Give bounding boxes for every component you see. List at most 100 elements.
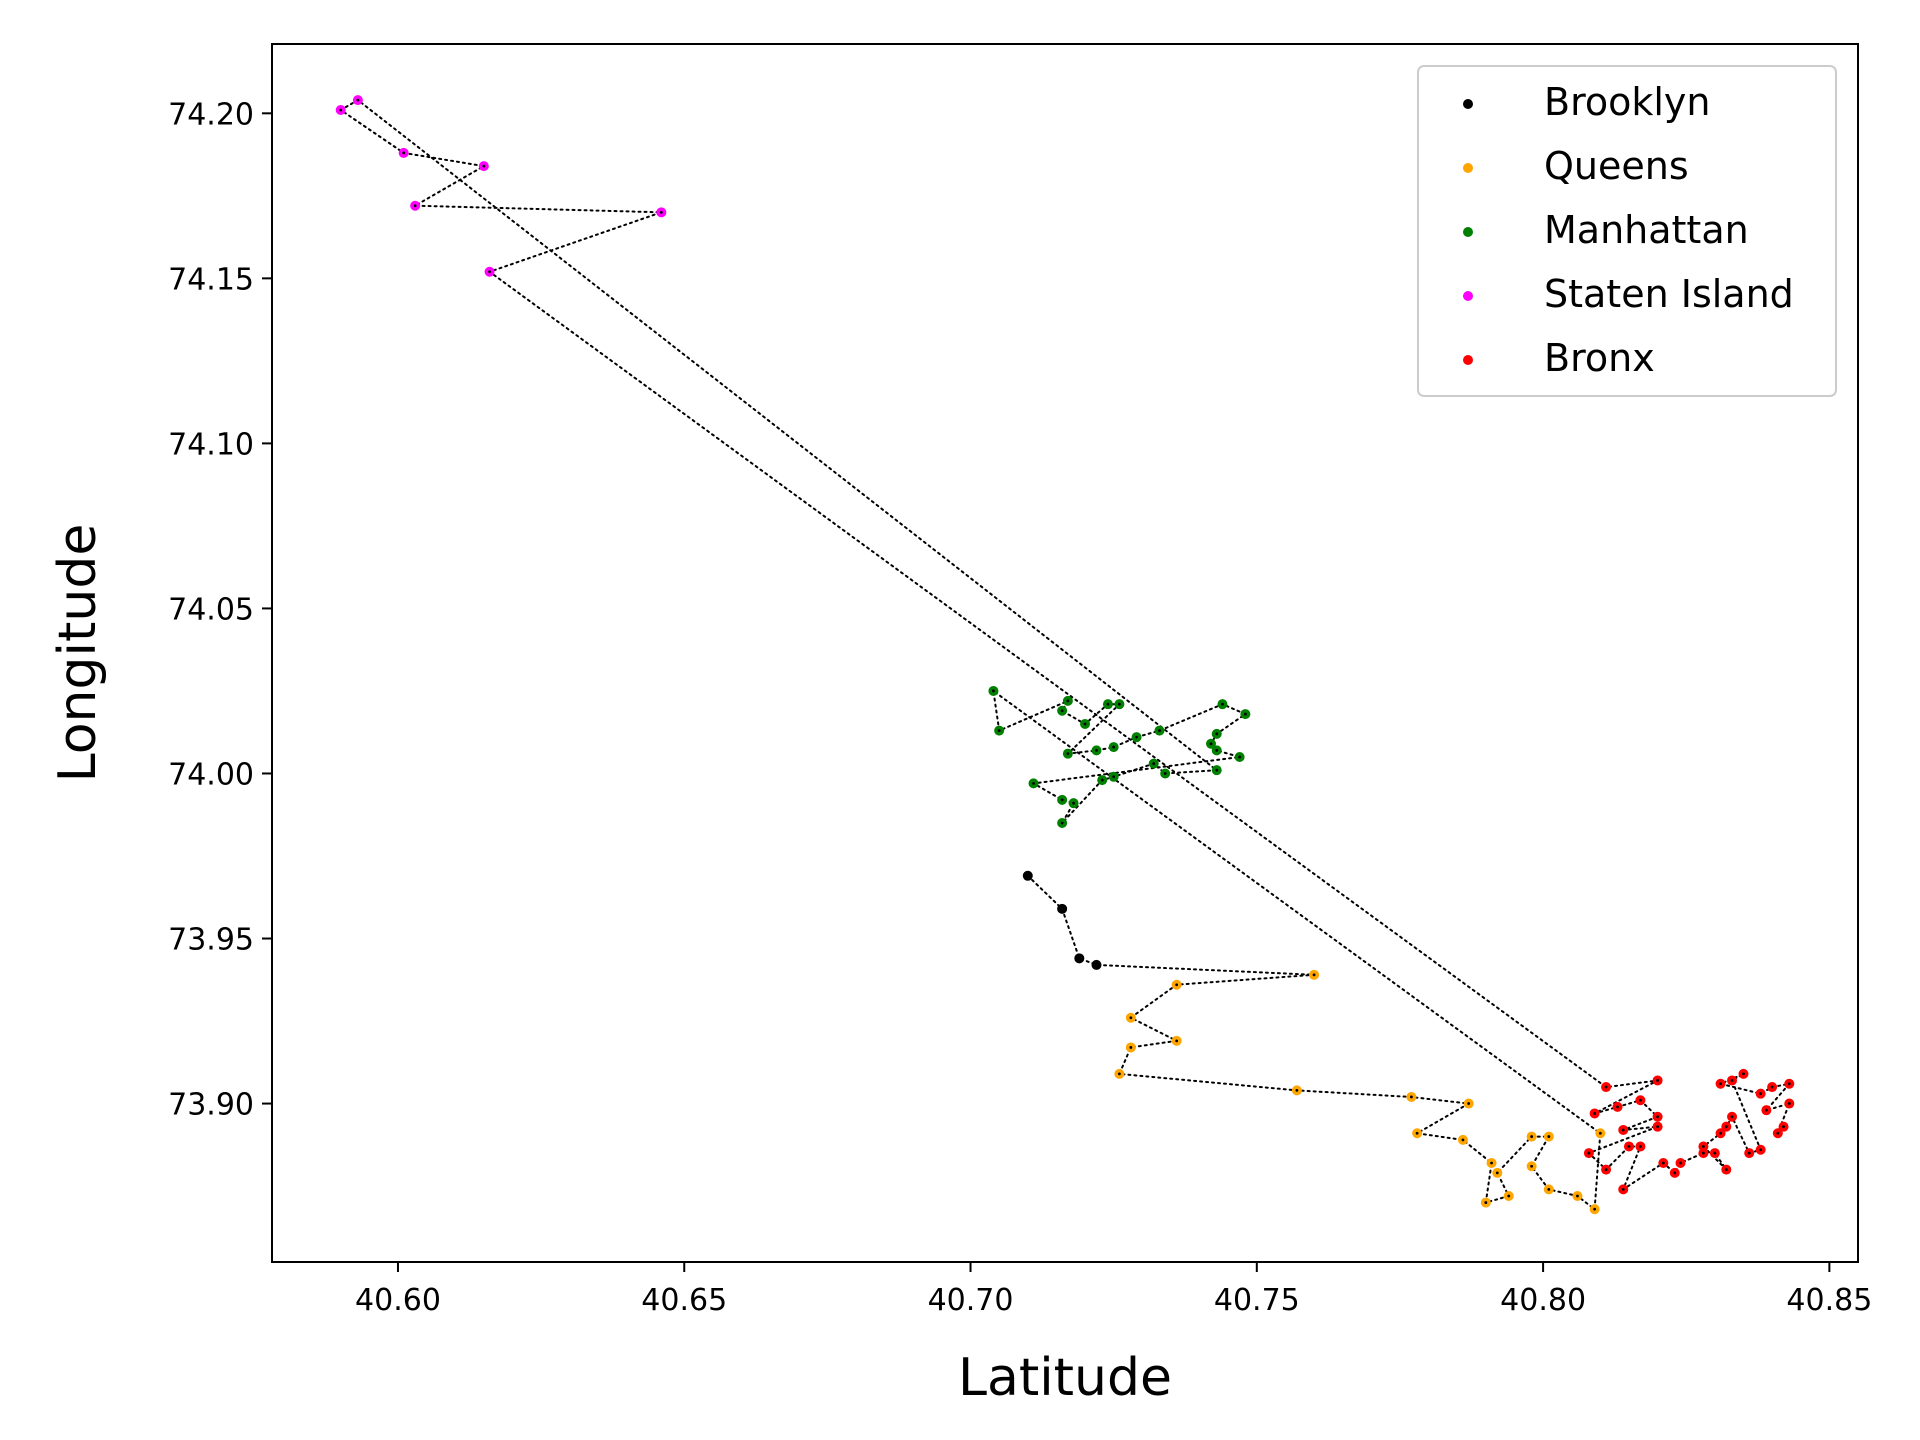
y-tick-label: 74.20 bbox=[168, 97, 254, 132]
point-center-mark bbox=[1616, 1105, 1619, 1109]
legend-marker-queens bbox=[1463, 163, 1473, 173]
point-center-mark bbox=[1467, 1102, 1471, 1105]
point-center-mark bbox=[1135, 735, 1138, 739]
legend-label-staten-island: Staten Island bbox=[1544, 272, 1794, 316]
legend-label-queens: Queens bbox=[1544, 144, 1689, 188]
x-tick-label: 40.85 bbox=[1786, 1283, 1872, 1318]
legend-label-manhattan: Manhattan bbox=[1544, 208, 1749, 252]
y-tick-label: 74.10 bbox=[168, 427, 254, 462]
y-tick-label: 73.90 bbox=[168, 1088, 254, 1123]
point-center-mark bbox=[1215, 732, 1219, 736]
y-tick-label: 74.15 bbox=[168, 262, 254, 297]
point-center-mark bbox=[1764, 1108, 1768, 1112]
point-center-mark bbox=[1163, 772, 1167, 775]
point-center-mark bbox=[356, 98, 360, 102]
point-center-mark bbox=[659, 210, 663, 214]
point-center-mark bbox=[1507, 1194, 1511, 1198]
point-center-mark bbox=[1661, 1161, 1665, 1165]
point-center-mark bbox=[1719, 1131, 1722, 1135]
point-center-mark bbox=[1639, 1145, 1642, 1148]
point-center-mark bbox=[1238, 755, 1242, 759]
point-center-mark bbox=[1702, 1151, 1705, 1155]
plot-frame bbox=[271, 43, 1859, 1263]
point-center-mark bbox=[1787, 1102, 1791, 1105]
point-center-mark bbox=[1095, 963, 1098, 967]
x-tick-label: 40.70 bbox=[928, 1283, 1014, 1318]
point-center-mark bbox=[1742, 1072, 1745, 1076]
point-center-mark bbox=[1175, 983, 1179, 987]
point-center-mark bbox=[997, 729, 1001, 732]
point-center-mark bbox=[1719, 1082, 1722, 1086]
legend-marker-staten-island bbox=[1463, 291, 1473, 301]
legend-marker-manhattan bbox=[1463, 227, 1473, 237]
point-center-mark bbox=[1724, 1125, 1728, 1129]
point-center-mark bbox=[1627, 1145, 1631, 1148]
point-center-mark bbox=[1604, 1085, 1608, 1089]
point-center-mark bbox=[1066, 699, 1070, 703]
point-center-mark bbox=[992, 689, 995, 693]
point-center-mark bbox=[1117, 1072, 1121, 1076]
route-lines bbox=[338, 98, 1792, 1212]
point-center-mark bbox=[1759, 1092, 1763, 1096]
point-center-mark bbox=[1060, 709, 1064, 713]
point-center-mark bbox=[1209, 742, 1213, 746]
point-center-mark bbox=[1576, 1194, 1579, 1198]
point-center-mark bbox=[1730, 1115, 1734, 1119]
point-center-mark bbox=[1621, 1187, 1625, 1191]
x-tick-label: 40.60 bbox=[355, 1283, 441, 1318]
y-tick-label: 74.05 bbox=[168, 592, 254, 627]
point-center-mark bbox=[1770, 1085, 1774, 1089]
point-center-mark bbox=[1410, 1095, 1413, 1099]
point-center-mark bbox=[1621, 1128, 1625, 1132]
point-center-mark bbox=[1787, 1082, 1791, 1086]
y-axis-title: Longitude bbox=[48, 524, 108, 783]
point-center-mark bbox=[1530, 1135, 1534, 1138]
point-center-mark bbox=[1461, 1138, 1465, 1142]
y-tick-label: 73.95 bbox=[168, 923, 254, 958]
point-center-mark bbox=[1776, 1131, 1780, 1135]
point-center-mark bbox=[1547, 1135, 1551, 1138]
point-center-mark bbox=[488, 270, 491, 274]
point-center-mark bbox=[1100, 778, 1104, 782]
point-center-mark bbox=[1713, 1151, 1717, 1155]
point-center-mark bbox=[1026, 874, 1030, 878]
point-center-mark bbox=[1215, 748, 1219, 752]
point-center-mark bbox=[1175, 1039, 1179, 1043]
point-center-mark bbox=[1221, 702, 1224, 706]
point-center-mark bbox=[1656, 1125, 1660, 1129]
point-center-mark bbox=[1759, 1148, 1763, 1152]
point-center-mark bbox=[1679, 1161, 1682, 1165]
point-center-mark bbox=[1060, 907, 1064, 911]
point-center-mark bbox=[1095, 748, 1098, 752]
point-center-mark bbox=[1484, 1201, 1488, 1204]
point-center-mark bbox=[1083, 722, 1087, 726]
legend-marker-bronx bbox=[1463, 355, 1473, 365]
point-center-mark bbox=[1639, 1098, 1642, 1102]
point-center-mark bbox=[482, 164, 486, 168]
point-center-mark bbox=[1747, 1151, 1751, 1155]
point-center-mark bbox=[1215, 768, 1219, 772]
point-center-mark bbox=[1060, 821, 1064, 825]
point-center-mark bbox=[1312, 973, 1316, 977]
legend-box bbox=[1417, 65, 1837, 397]
data-points bbox=[335, 95, 1795, 1215]
legend: Brooklyn Queens Manhattan Staten Island Bron… bbox=[1417, 65, 1837, 397]
point-center-mark bbox=[1106, 702, 1110, 706]
point-center-mark bbox=[1656, 1079, 1660, 1082]
point-center-mark bbox=[1782, 1125, 1785, 1129]
route-line bbox=[338, 98, 1792, 1212]
point-center-mark bbox=[1072, 801, 1075, 805]
point-center-mark bbox=[339, 108, 343, 112]
point-center-mark bbox=[413, 204, 417, 208]
point-center-mark bbox=[1112, 775, 1116, 779]
legend-label-bronx: Bronx bbox=[1544, 336, 1655, 380]
point-center-mark bbox=[1112, 745, 1116, 749]
point-center-mark bbox=[1032, 781, 1035, 785]
x-axis: 40.60 40.65 40.70 40.75 40.80 40.85 bbox=[355, 1262, 1872, 1318]
point-center-mark bbox=[1656, 1115, 1660, 1119]
x-tick-label: 40.65 bbox=[641, 1283, 727, 1318]
point-center-mark bbox=[1598, 1131, 1602, 1135]
point-center-mark bbox=[402, 151, 406, 155]
point-center-mark bbox=[1495, 1171, 1499, 1175]
x-tick-label: 40.75 bbox=[1214, 1283, 1300, 1318]
